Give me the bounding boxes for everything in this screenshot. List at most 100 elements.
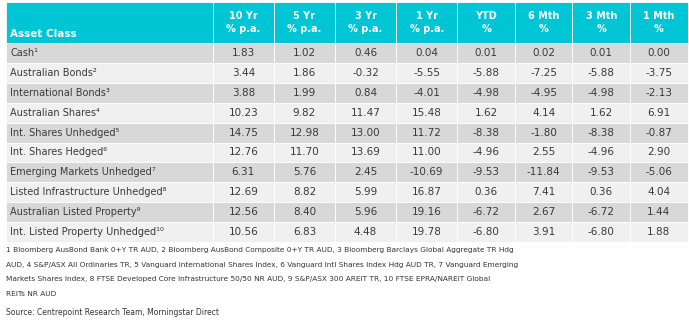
- Bar: [515, 63, 573, 83]
- Bar: [213, 123, 274, 143]
- Text: 2.45: 2.45: [354, 167, 377, 177]
- Bar: [630, 123, 688, 143]
- Text: 19.16: 19.16: [412, 207, 442, 217]
- Text: 11.70: 11.70: [289, 147, 319, 157]
- Bar: [457, 182, 515, 202]
- Bar: [573, 83, 630, 103]
- Bar: [6, 162, 213, 182]
- Text: -8.38: -8.38: [473, 127, 500, 138]
- Bar: [457, 103, 515, 123]
- Text: 12.69: 12.69: [228, 187, 258, 197]
- Bar: [515, 143, 573, 162]
- Text: 1 Yr
% p.a.: 1 Yr % p.a.: [409, 11, 444, 34]
- Text: 1 Mth
%: 1 Mth %: [643, 11, 675, 34]
- Bar: [573, 43, 630, 63]
- Text: 12.56: 12.56: [228, 207, 258, 217]
- Bar: [630, 162, 688, 182]
- Text: 1.02: 1.02: [293, 48, 316, 58]
- Bar: [335, 123, 396, 143]
- Text: -5.06: -5.06: [646, 167, 672, 177]
- Bar: [335, 202, 396, 222]
- Bar: [213, 103, 274, 123]
- Bar: [274, 123, 335, 143]
- Text: 1.83: 1.83: [232, 48, 255, 58]
- Text: 5.96: 5.96: [354, 207, 377, 217]
- Bar: [6, 182, 213, 202]
- Text: 11.72: 11.72: [412, 127, 442, 138]
- Bar: [274, 63, 335, 83]
- Text: International Bonds³: International Bonds³: [10, 88, 110, 98]
- Text: 0.00: 0.00: [648, 48, 670, 58]
- Bar: [213, 43, 274, 63]
- Bar: [274, 2, 335, 43]
- Text: 1.88: 1.88: [647, 227, 670, 237]
- Bar: [396, 43, 457, 63]
- Bar: [6, 83, 213, 103]
- Bar: [515, 222, 573, 242]
- Text: 4.48: 4.48: [354, 227, 377, 237]
- Bar: [6, 202, 213, 222]
- Text: 7.41: 7.41: [532, 187, 555, 197]
- Text: Int. Shares Unhedged⁵: Int. Shares Unhedged⁵: [10, 127, 120, 138]
- Bar: [515, 43, 573, 63]
- Bar: [573, 63, 630, 83]
- Bar: [573, 162, 630, 182]
- Bar: [630, 103, 688, 123]
- Text: 3 Yr
% p.a.: 3 Yr % p.a.: [349, 11, 382, 34]
- Bar: [335, 103, 396, 123]
- Bar: [335, 63, 396, 83]
- Text: Australian Bonds²: Australian Bonds²: [10, 68, 97, 78]
- Text: -0.87: -0.87: [646, 127, 672, 138]
- Text: 6 Mth
%: 6 Mth %: [528, 11, 559, 34]
- Bar: [6, 222, 213, 242]
- Bar: [335, 162, 396, 182]
- Text: 6.31: 6.31: [232, 167, 255, 177]
- Bar: [515, 162, 573, 182]
- Bar: [274, 162, 335, 182]
- Text: Int. Listed Property Unhedged¹⁰: Int. Listed Property Unhedged¹⁰: [10, 227, 164, 237]
- Text: -8.38: -8.38: [588, 127, 615, 138]
- Text: 11.47: 11.47: [351, 108, 380, 118]
- Text: -4.96: -4.96: [473, 147, 500, 157]
- Text: 8.82: 8.82: [293, 187, 316, 197]
- Bar: [274, 222, 335, 242]
- Text: 2.55: 2.55: [532, 147, 555, 157]
- Bar: [335, 182, 396, 202]
- Text: 13.00: 13.00: [351, 127, 380, 138]
- Text: 8.40: 8.40: [293, 207, 316, 217]
- Text: 0.36: 0.36: [475, 187, 497, 197]
- Bar: [630, 143, 688, 162]
- Text: 13.69: 13.69: [351, 147, 380, 157]
- Text: 0.04: 0.04: [415, 48, 438, 58]
- Bar: [515, 182, 573, 202]
- Text: 1 Bloomberg AusBond Bank 0+Y TR AUD, 2 Bloomberg AusBond Composite 0+Y TR AUD, 3: 1 Bloomberg AusBond Bank 0+Y TR AUD, 2 B…: [6, 247, 513, 253]
- Bar: [573, 103, 630, 123]
- Text: 16.87: 16.87: [412, 187, 442, 197]
- Text: Listed Infrastructure Unhedged⁸: Listed Infrastructure Unhedged⁸: [10, 187, 167, 197]
- Text: 6.91: 6.91: [647, 108, 670, 118]
- Text: 3.91: 3.91: [532, 227, 555, 237]
- Text: 1.62: 1.62: [475, 108, 497, 118]
- Bar: [457, 43, 515, 63]
- Bar: [396, 202, 457, 222]
- Text: 3.88: 3.88: [232, 88, 255, 98]
- Bar: [213, 222, 274, 242]
- Text: 4.14: 4.14: [532, 108, 555, 118]
- Text: 12.98: 12.98: [289, 127, 320, 138]
- Bar: [213, 162, 274, 182]
- Bar: [274, 103, 335, 123]
- Text: -2.13: -2.13: [646, 88, 672, 98]
- Text: Australian Listed Property⁹: Australian Listed Property⁹: [10, 207, 141, 217]
- Text: -4.95: -4.95: [530, 88, 557, 98]
- Text: 1.86: 1.86: [293, 68, 316, 78]
- Text: YTD
%: YTD %: [475, 11, 497, 34]
- Bar: [630, 43, 688, 63]
- Bar: [396, 83, 457, 103]
- Bar: [396, 143, 457, 162]
- Text: 0.01: 0.01: [590, 48, 613, 58]
- Text: 11.00: 11.00: [412, 147, 442, 157]
- Text: 12.76: 12.76: [228, 147, 258, 157]
- Bar: [630, 182, 688, 202]
- Text: 2.67: 2.67: [532, 207, 555, 217]
- Text: Int. Shares Hedged⁶: Int. Shares Hedged⁶: [10, 147, 107, 157]
